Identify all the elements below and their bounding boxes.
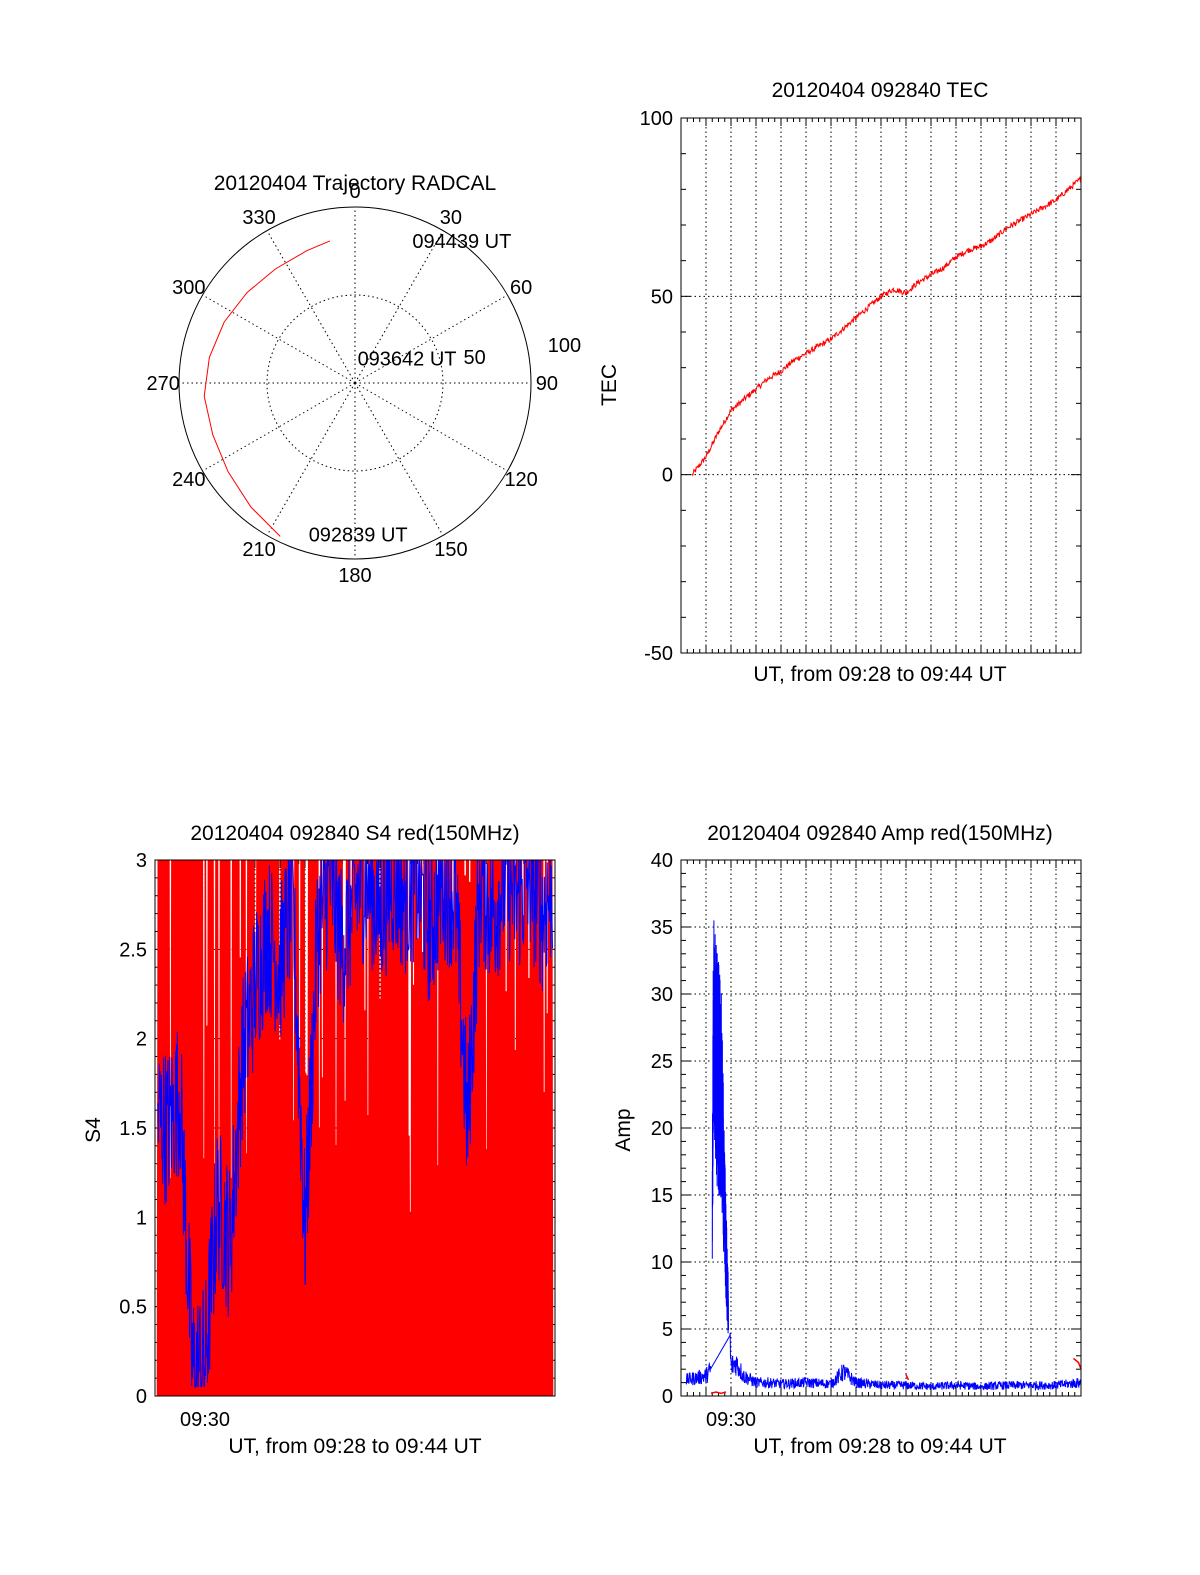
angle-label-60: 60 bbox=[510, 277, 532, 299]
s4-title: 20120404 092840 S4 red(150MHz) bbox=[190, 822, 519, 845]
angle-label-300: 300 bbox=[172, 277, 205, 299]
angle-label-120: 120 bbox=[504, 469, 537, 491]
polar-inner-ring bbox=[266, 294, 444, 472]
angle-label-0: 0 bbox=[349, 181, 360, 203]
polar-spoke bbox=[266, 230, 356, 384]
amp-y-tick-5: 5 bbox=[662, 1319, 673, 1341]
angle-label-270: 270 bbox=[146, 373, 179, 395]
annotation-mid-time: 093642 UT bbox=[358, 348, 457, 370]
annotation-end-time: 094439 UT bbox=[412, 231, 511, 253]
amp-y-tick-25: 25 bbox=[651, 1051, 673, 1073]
amp-x-tick-0930: 09:30 bbox=[706, 1409, 756, 1431]
tec-grid bbox=[681, 118, 1081, 653]
amp-y-tick-labels: 0 5 10 15 20 25 30 35 40 bbox=[651, 850, 673, 1408]
annotation-start-time: 092839 UT bbox=[309, 524, 408, 546]
s4-y-tick-labels: 0 0.5 1 1.5 2 2.5 3 bbox=[119, 850, 147, 1408]
s4-chart: 20120404 092840 S4 red(150MHz) 0 0.5 1 1… bbox=[82, 822, 556, 1458]
s4-y-tick-0.5: 0.5 bbox=[119, 1297, 147, 1319]
amp-y-tick-30: 30 bbox=[651, 984, 673, 1006]
s4-blue-series-line bbox=[157, 859, 553, 1388]
amp-y-tick-15: 15 bbox=[651, 1185, 673, 1207]
amp-blue-series-line bbox=[685, 1332, 1082, 1392]
trajectory-line bbox=[203, 240, 331, 537]
amp-y-tick-35: 35 bbox=[651, 917, 673, 939]
angle-label-30: 30 bbox=[440, 207, 462, 229]
s4-y-tick-1: 1 bbox=[136, 1207, 147, 1229]
tec-y-tick-labels: -50 0 50 100 bbox=[640, 108, 673, 665]
radial-label-100: 100 bbox=[548, 335, 581, 357]
tec-chart: 20120404 092840 TEC -50 0 50 100 UT, fro… bbox=[598, 79, 1082, 686]
angle-label-330: 330 bbox=[242, 207, 275, 229]
amp-x-label: UT, from 09:28 to 09:44 UT bbox=[753, 1435, 1006, 1458]
s4-red-series-line bbox=[156, 859, 554, 1397]
tec-y-tick-0: 0 bbox=[662, 465, 673, 487]
tec-x-label: UT, from 09:28 to 09:44 UT bbox=[753, 663, 1006, 686]
polar-title: 20120404 Trajectory RADCAL bbox=[214, 172, 497, 195]
tec-y-tick-50: 50 bbox=[651, 286, 673, 308]
amp-grid bbox=[681, 860, 1081, 1396]
s4-plot-frame bbox=[154, 859, 556, 1397]
polar-spoke bbox=[202, 294, 356, 384]
amp-y-label: Amp bbox=[612, 1108, 635, 1151]
radial-label-50: 50 bbox=[464, 347, 486, 369]
amp-blue-burst bbox=[711, 920, 729, 1334]
polar-spokes bbox=[179, 207, 531, 559]
polar-chart: 20120404 Trajectory RADCAL 0 30 60 90 12… bbox=[146, 172, 581, 587]
tec-plot-frame bbox=[680, 117, 1082, 654]
amp-y-tick-40: 40 bbox=[651, 850, 673, 872]
s4-x-label: UT, from 09:28 to 09:44 UT bbox=[228, 1435, 481, 1458]
amp-title: 20120404 092840 Amp red(150MHz) bbox=[707, 822, 1053, 845]
s4-y-tick-2: 2 bbox=[136, 1029, 147, 1051]
s4-y-tick-3: 3 bbox=[136, 850, 147, 872]
s4-y-label: S4 bbox=[82, 1117, 105, 1143]
polar-angle-labels: 0 30 60 90 120 150 180 210 240 270 300 3… bbox=[146, 181, 557, 587]
tec-series-line bbox=[691, 175, 1082, 477]
angle-label-210: 210 bbox=[242, 539, 275, 561]
tec-title: 20120404 092840 TEC bbox=[772, 79, 989, 102]
amp-red-series-line bbox=[710, 1357, 1082, 1395]
polar-spoke bbox=[266, 382, 356, 536]
amp-y-tick-20: 20 bbox=[651, 1118, 673, 1140]
angle-label-90: 90 bbox=[536, 373, 558, 395]
s4-y-tick-0: 0 bbox=[136, 1386, 147, 1408]
tec-y-tick--50: -50 bbox=[644, 643, 673, 665]
amp-chart: 20120404 092840 Amp red(150MHz) 0 5 10 1… bbox=[612, 822, 1082, 1458]
s4-y-tick-1.5: 1.5 bbox=[119, 1118, 147, 1140]
tec-y-label: TEC bbox=[598, 364, 621, 406]
tec-y-tick-100: 100 bbox=[640, 108, 673, 130]
amp-y-tick-10: 10 bbox=[651, 1252, 673, 1274]
angle-label-180: 180 bbox=[338, 565, 371, 587]
angle-label-240: 240 bbox=[172, 469, 205, 491]
s4-x-tick-0930: 09:30 bbox=[180, 1409, 230, 1431]
amp-plot-frame bbox=[680, 859, 1082, 1397]
polar-spoke bbox=[354, 382, 444, 536]
s4-red-series bbox=[156, 859, 554, 1397]
angle-label-150: 150 bbox=[434, 539, 467, 561]
s4-y-tick-2.5: 2.5 bbox=[119, 939, 147, 961]
amp-y-tick-0: 0 bbox=[662, 1386, 673, 1408]
